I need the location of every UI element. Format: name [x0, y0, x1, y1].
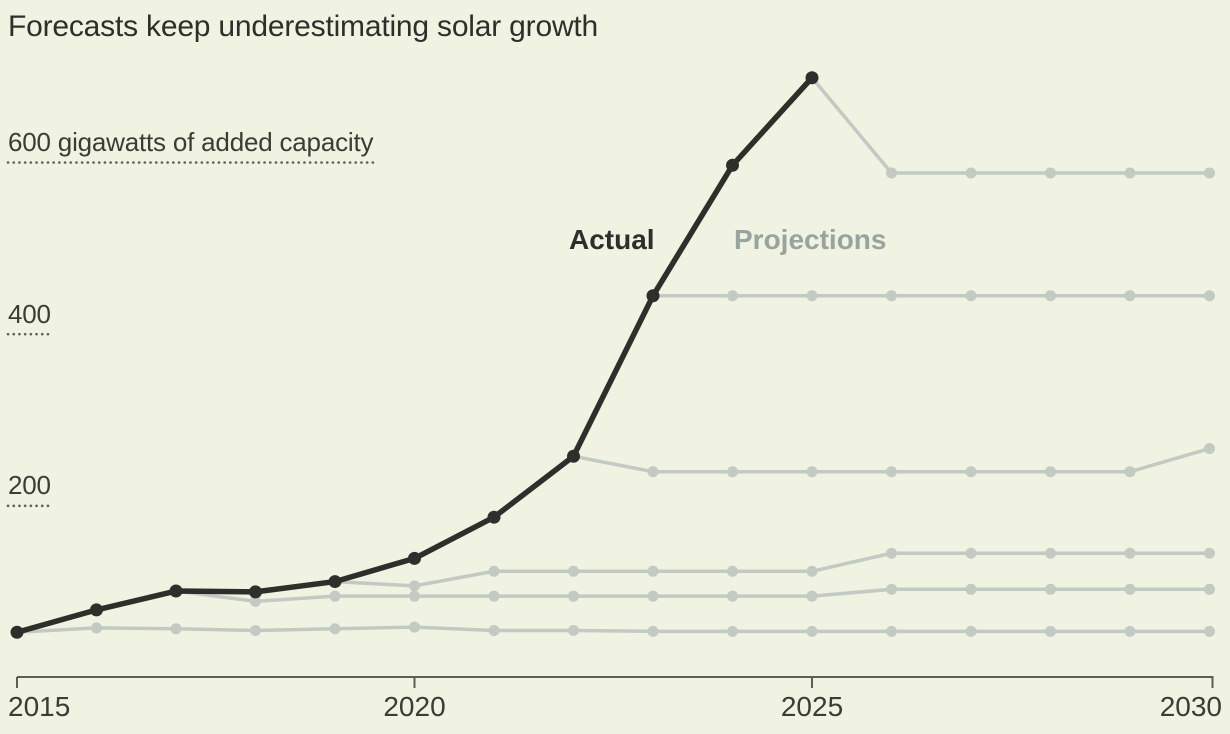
- y-tick-label-200: 200: [8, 470, 51, 501]
- actual-series-label: Actual: [569, 224, 655, 255]
- projections-series-label: Projections: [734, 224, 887, 255]
- x-tick-label-2020: 2020: [383, 691, 446, 722]
- y-tick-label-600: 600 gigawatts of added capacity: [8, 127, 374, 157]
- y-tick-label-400: 400: [8, 298, 51, 329]
- x-tick-label-2030: 2030: [1159, 691, 1222, 722]
- chart-title: Forecasts keep underestimating solar gro…: [8, 10, 599, 43]
- x-tick-label-2025: 2025: [780, 691, 844, 722]
- x-tick-label-2015: 2015: [8, 691, 71, 722]
